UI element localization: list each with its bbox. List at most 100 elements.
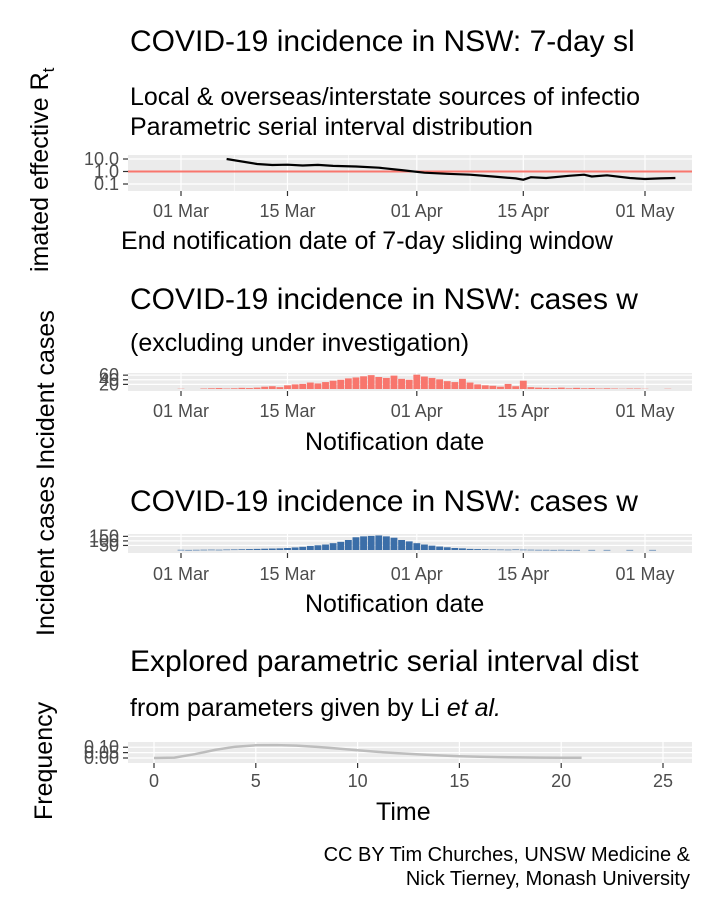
panel2-y-tick-label: 40 <box>99 370 119 390</box>
panel3-bar <box>230 549 238 551</box>
panel2-bar <box>329 380 337 389</box>
panel2-bar <box>352 377 360 389</box>
panel3-bar <box>588 549 596 551</box>
panel2-bar <box>497 386 504 389</box>
panel2-title: COVID-19 incidence in NSW: cases w <box>130 283 638 316</box>
panel4-x-tick-label: 15 <box>449 771 469 791</box>
panel1-title: COVID-19 incidence in NSW: 7-day sl <box>130 25 635 58</box>
panel2-bar <box>268 386 276 389</box>
panel2-bar <box>367 375 375 389</box>
panel2-bar <box>314 383 322 389</box>
panel3-bar <box>603 549 611 551</box>
panel3-bar <box>382 536 390 550</box>
panel2-bar <box>512 386 520 389</box>
panel2-bar <box>527 387 535 389</box>
panel3-bar <box>360 536 367 550</box>
panel2-bar <box>573 387 580 389</box>
panel3-bar <box>481 549 489 550</box>
panel2-bar <box>436 379 444 389</box>
panel2-bar <box>208 388 215 389</box>
panel2-bar <box>344 378 352 389</box>
panel3-x-tick-label: 01 Apr <box>391 564 443 584</box>
panel2-bar <box>535 387 542 389</box>
panel2-bar <box>443 381 451 389</box>
panel2-bar <box>375 377 383 389</box>
panel2-bar <box>580 388 588 389</box>
panel2-bar <box>299 383 307 389</box>
panel3-bar <box>512 549 520 551</box>
panel3-bar <box>626 549 634 551</box>
panel2-bar <box>291 384 299 389</box>
panel3-bar <box>504 549 512 551</box>
panel3-bar <box>329 543 337 550</box>
panel2-bar <box>481 385 489 389</box>
panel2-x-tick-label: 01 Apr <box>391 401 443 421</box>
panel3-bar <box>200 549 208 551</box>
panel3-bar <box>253 548 261 550</box>
panel3-bar <box>276 548 284 550</box>
caption-line2: Nick Tierney, Monash University <box>405 868 690 890</box>
panel3-bar <box>268 548 276 550</box>
panel1-y-tick-label: 0.1 <box>94 174 119 194</box>
panel2-x-axis-title: Notification date <box>305 428 485 456</box>
panel3-bar <box>177 549 185 551</box>
panel2-bar <box>382 377 390 389</box>
panel2-bar <box>398 378 406 389</box>
panel3-bar <box>573 549 580 551</box>
panel2-x-tick-label: 15 Mar <box>259 401 315 421</box>
panel3-y-tick-label: 100 <box>89 531 119 551</box>
panel1-x-axis-title: End notification date of 7-day sliding w… <box>121 227 613 255</box>
panel3-bar <box>238 549 246 550</box>
panel2-bar <box>428 377 436 389</box>
panel3-bar <box>451 548 459 550</box>
panel2-bar <box>390 375 398 389</box>
panel3-x-axis-title: Notification date <box>305 590 485 618</box>
panel3-bar <box>535 549 542 551</box>
panel3-y-tick-label: 50 <box>99 535 119 555</box>
panel2-bar <box>489 385 497 389</box>
panel4-subtitle: from parameters given by Li et al. <box>130 694 501 723</box>
panel2-bar <box>519 380 527 389</box>
panel3-bar <box>192 549 200 551</box>
panel2-bar <box>360 376 367 389</box>
panel3-bar <box>436 546 444 550</box>
panel2-bar <box>215 388 223 389</box>
panel4-x-axis-title: Time <box>376 798 431 826</box>
panel2-bar <box>557 387 565 389</box>
panel1-rt-line <box>226 157 676 181</box>
panel2-y-tick-label: 20 <box>99 374 119 394</box>
panel3-bar <box>337 541 345 550</box>
panel1-y-tick-label: 10.0 <box>84 149 119 169</box>
panel2-bar <box>253 387 261 389</box>
panel2-bar <box>337 379 345 389</box>
panel3-x-tick-label: 01 Mar <box>153 564 209 584</box>
panel1-x-tick-label: 15 Apr <box>497 201 549 221</box>
panel1-x-tick-label: 01 Apr <box>391 201 443 221</box>
panel4-x-tick-label: 5 <box>251 771 261 791</box>
panel3-bar <box>208 549 215 551</box>
panel3-bar <box>489 549 497 551</box>
panel3-bar <box>352 537 360 550</box>
panel3-bar <box>443 547 451 550</box>
panel2-bar <box>230 388 238 389</box>
panel3-bar <box>367 535 375 550</box>
panel2-bar <box>603 388 611 389</box>
panel4-x-tick-label: 20 <box>551 771 571 791</box>
panel4-y-tick-label: 0.10 <box>84 737 119 757</box>
panel2-bar <box>565 388 573 389</box>
panel1-subtitle-line2: Parametric serial interval distribution <box>130 113 533 141</box>
panel3-bar <box>398 540 406 550</box>
panel2-y-tick-label: 60 <box>99 365 119 385</box>
panel3-bar <box>420 544 428 550</box>
panel2-bar <box>588 388 596 389</box>
panel3-bar <box>344 540 352 550</box>
panel2-x-tick-label: 15 Apr <box>497 401 549 421</box>
panel2-bar <box>405 379 413 389</box>
panel4-y-tick-label: 0.05 <box>84 743 119 763</box>
panel3-bar <box>542 549 550 551</box>
panel2-x-tick-label: 01 May <box>615 401 674 421</box>
panel3-bar <box>527 549 535 551</box>
panel3-bar <box>185 549 193 551</box>
panel3-bar <box>649 549 657 551</box>
